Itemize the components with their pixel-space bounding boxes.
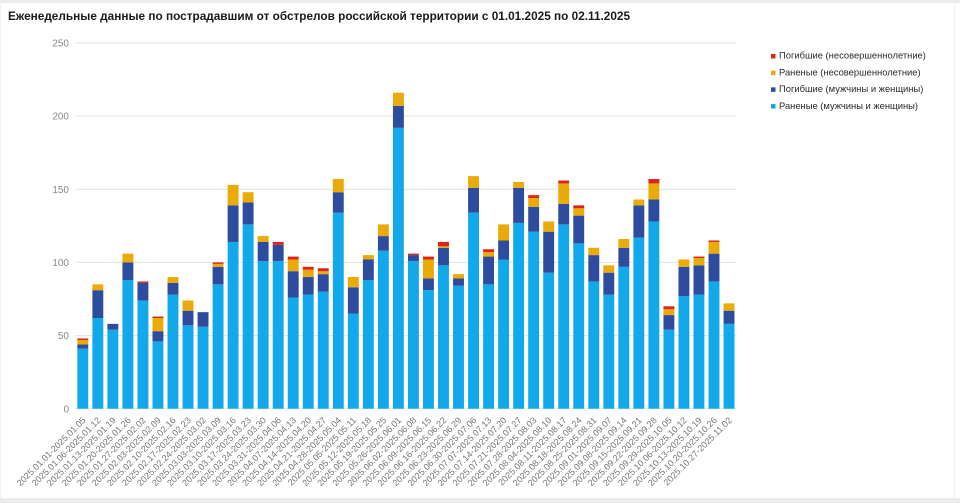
- svg-text:Раненые (мужчины и женщины): Раненые (мужчины и женщины): [779, 100, 918, 111]
- svg-text:250: 250: [52, 39, 69, 50]
- svg-text:0: 0: [63, 404, 69, 415]
- svg-text:200: 200: [52, 112, 69, 123]
- svg-text:150: 150: [52, 185, 69, 196]
- svg-text:Раненые (несовершеннолетние): Раненые (несовершеннолетние): [779, 66, 921, 77]
- svg-text:Погибшие (несовершеннолетние): Погибшие (несовершеннолетние): [779, 50, 926, 61]
- svg-text:100: 100: [52, 258, 69, 269]
- svg-text:50: 50: [58, 331, 70, 342]
- svg-text:Погибшие (мужчины и женщины): Погибшие (мужчины и женщины): [779, 83, 923, 94]
